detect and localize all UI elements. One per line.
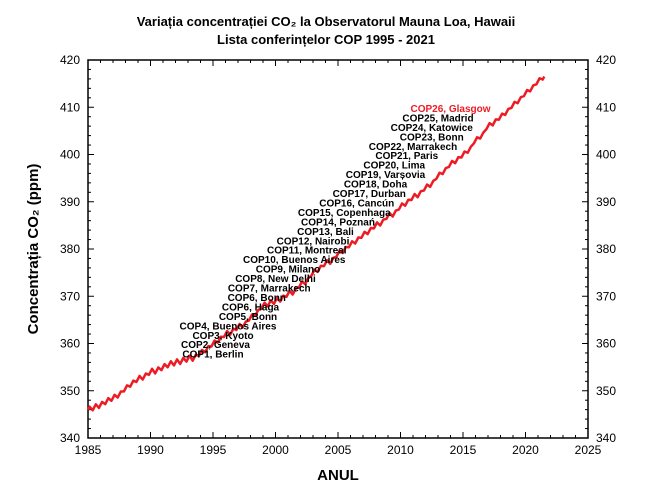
- y-tick-label-right: 410: [596, 100, 616, 114]
- cop-annotation: COP21, Paris: [375, 151, 438, 162]
- y-tick-label-left: 400: [60, 148, 80, 162]
- cop-annotation: COP26, Glasgow: [410, 104, 490, 115]
- cop-annotation: COP16, Cancún: [319, 198, 394, 209]
- y-tick-label-right: 390: [596, 195, 616, 209]
- cop-annotation: COP11, Montreal: [267, 246, 347, 257]
- y-tick-label-right: 370: [596, 289, 616, 303]
- x-tick-label: 2000: [262, 443, 289, 457]
- x-tick-label: 1990: [137, 443, 164, 457]
- cop-annotation: COP1, Berlin: [182, 350, 243, 361]
- cop-annotation: COP24, Katowice: [391, 123, 474, 134]
- x-tick-label: 2005: [325, 443, 352, 457]
- x-tick-label: 2025: [575, 443, 602, 457]
- y-tick-label-left: 410: [60, 100, 80, 114]
- y-tick-label-right: 350: [596, 384, 616, 398]
- y-tick-label-left: 360: [60, 337, 80, 351]
- cop-annotation: COP10, Buenos Aires: [243, 255, 346, 266]
- cop-annotation: COP12, Nairobi: [277, 236, 350, 247]
- x-axis-label: ANUL: [317, 467, 359, 484]
- cop-annotation: COP2, Geneva: [181, 340, 250, 351]
- cop-annotation: COP20, Lima: [363, 161, 425, 172]
- cop-annotation: COP13, Bali: [297, 227, 354, 238]
- y-tick-label-right: 420: [596, 53, 616, 67]
- cop-annotation: COP22, Marrakech: [369, 142, 457, 153]
- y-tick-label-left: 390: [60, 195, 80, 209]
- cop-annotation: COP8, New Delhi: [235, 274, 316, 285]
- cop-annotation: COP19, Varșovia: [346, 170, 426, 181]
- cop-annotation: COP25, Madrid: [402, 113, 473, 124]
- cop-annotation: COP15, Copenhaga: [298, 208, 391, 219]
- y-tick-label-right: 360: [596, 337, 616, 351]
- cop-annotation: COP18, Doha: [344, 180, 408, 191]
- y-tick-label-left: 340: [60, 431, 80, 445]
- chart-title-2: Lista conferințelor COP 1995 - 2021: [217, 32, 435, 47]
- cop-annotation: COP4, Buenos Aires: [180, 321, 277, 332]
- y-axis-label: Concentrația CO₂ (ppm): [25, 164, 42, 335]
- y-tick-label-right: 340: [596, 431, 616, 445]
- y-tick-label-left: 370: [60, 289, 80, 303]
- cop-annotation: COP3, Kyoto: [192, 331, 253, 342]
- x-tick-label: 1995: [200, 443, 227, 457]
- cop-annotation: COP6, Haga: [222, 302, 280, 313]
- cop-annotation: COP9, Milano: [256, 265, 320, 276]
- co2-chart: Variația concentrației CO₂ la Observator…: [0, 0, 653, 500]
- chart-title-1: Variația concentrației CO₂ la Observator…: [137, 14, 516, 29]
- x-tick-label: 1985: [75, 443, 102, 457]
- x-tick-label: 2010: [387, 443, 414, 457]
- y-tick-label-left: 420: [60, 53, 80, 67]
- cop-annotation: COP5, Bonn: [219, 312, 277, 323]
- cop-annotation: COP7, Marrakech: [228, 284, 311, 295]
- y-tick-label-right: 380: [596, 242, 616, 256]
- cop-annotation: COP14, Poznań: [301, 217, 375, 228]
- y-tick-label-left: 350: [60, 384, 80, 398]
- y-tick-label-left: 380: [60, 242, 80, 256]
- x-tick-label: 2020: [512, 443, 539, 457]
- cop-annotation: COP23, Bonn: [400, 132, 464, 143]
- cop-annotation: COP17, Durban: [333, 189, 406, 200]
- cop-annotation: COP6, Bonn: [228, 293, 286, 304]
- x-tick-label: 2015: [450, 443, 477, 457]
- y-tick-label-right: 400: [596, 148, 616, 162]
